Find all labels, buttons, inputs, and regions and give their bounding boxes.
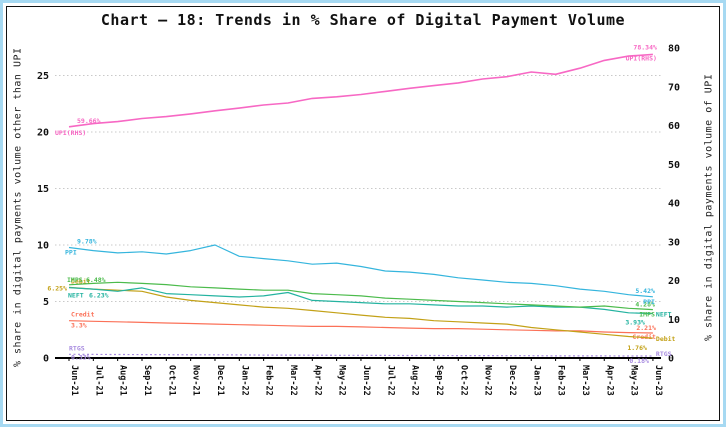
x-axis-label: Apr-23	[604, 365, 614, 396]
end-name-label-rtgs: RTGS	[656, 350, 672, 358]
right-axis-tick: 0	[668, 354, 674, 365]
x-axis-label: Nov-22	[483, 365, 493, 396]
x-axis-label: Jul-22	[385, 365, 395, 396]
end-value-label-credit: 2.21%	[636, 324, 656, 332]
start-name-label-imps: IMPS	[67, 276, 83, 284]
x-axis-label: May-23	[629, 365, 639, 396]
x-axis-label: Oct-21	[166, 365, 176, 396]
end-value-label-upi: 78.34%	[633, 43, 657, 51]
start-name-label-rtgs: RTGS	[69, 344, 85, 352]
right-axis-tick: 20	[668, 276, 680, 287]
x-axis-label: Mar-23	[580, 365, 590, 396]
x-axis-label: Feb-23	[556, 365, 566, 396]
left-axis-tick: 15	[37, 184, 49, 195]
end-value-label-ppi: 5.42%	[635, 287, 655, 295]
end-value-label-rtgs: 0.18%	[629, 357, 649, 365]
x-axis-label: Jul-21	[93, 365, 103, 396]
x-axis-label: Jun-23	[653, 365, 663, 396]
left-axis-tick: 20	[37, 128, 49, 139]
chart-plot-area: 0 5 10 15 20 25 0 10 20 30 40 50 60 70 80 Jun-21 Jul-21 A…	[37, 43, 680, 396]
right-axis-tick: 50	[668, 160, 680, 171]
x-axis-label: May-22	[337, 365, 347, 396]
start-value-label-rtgs: 0.33%	[71, 353, 91, 361]
chart-title: Chart – 18: Trends in % Share of Digital…	[100, 11, 626, 29]
end-name-label-upi: UPI(RHS)	[626, 54, 657, 62]
series-line-upi	[68, 53, 653, 128]
x-axis-label: Aug-21	[118, 365, 128, 396]
x-axis-label: Oct-22	[458, 365, 468, 396]
left-axis-tick: 5	[43, 297, 49, 308]
series-line-rtgs	[68, 353, 653, 357]
x-axis-label: Jun-21	[69, 365, 79, 396]
x-axis-label: Apr-22	[312, 365, 322, 396]
series-line-ppi	[68, 244, 653, 298]
x-axis-label: Sep-22	[434, 365, 444, 396]
x-axis-label: Mar-22	[288, 365, 298, 396]
series-line-credit	[68, 320, 653, 334]
start-name-label-debit: Debit	[71, 277, 91, 285]
start-name-label-neft: NEFT	[68, 292, 84, 300]
right-axis-tick: 80	[668, 44, 680, 55]
start-name-label-upi: UPI(RHS)	[55, 129, 86, 137]
start-name-label-ppi: PPI	[65, 248, 77, 256]
end-value-label-neft: 3.93%	[625, 319, 645, 327]
x-axis-label: Jan-22	[239, 365, 249, 396]
series-line-imps	[68, 281, 653, 311]
end-name-label-imps: IMPS	[639, 311, 655, 319]
right-axis-tick: 60	[668, 121, 680, 132]
end-name-label-ppi: PPI	[643, 298, 655, 306]
start-value-label-credit: 3.3%	[71, 322, 87, 330]
right-axis-tick: 70	[668, 82, 680, 93]
x-axis-label: Nov-21	[191, 365, 201, 396]
start-value-label-imps: 6.48%	[86, 276, 106, 284]
end-name-label-neft: NEFT	[656, 311, 672, 319]
x-axis-label: Dec-22	[507, 365, 517, 396]
left-axis-tick: 10	[37, 241, 49, 252]
end-value-label-debit: 1.76%	[627, 344, 647, 352]
right-axis-tick: 10	[668, 315, 680, 326]
left-axis-tick: 0	[43, 354, 49, 365]
x-axis-label: Sep-21	[142, 365, 152, 396]
x-axis-label: Jun-22	[361, 365, 371, 396]
x-axis-label: Dec-21	[215, 365, 225, 396]
right-axis-tick: 40	[668, 199, 680, 210]
start-value-label-debit: 6.25%	[47, 284, 67, 292]
x-axis-label: Jan-23	[531, 365, 541, 396]
end-value-label-imps: 4.28%	[635, 301, 655, 309]
series-line-neft	[68, 287, 653, 315]
x-axis-label: Feb-22	[264, 365, 274, 396]
series-line-debit	[68, 286, 653, 339]
end-name-label-debit: Debit	[656, 335, 676, 343]
left-axis-tick: 25	[37, 71, 49, 82]
start-name-label-credit: Credit	[71, 311, 95, 319]
right-axis-tick: 30	[668, 237, 680, 248]
start-value-label-upi: 59.66%	[77, 117, 101, 125]
x-axis-label: Aug-22	[410, 365, 420, 396]
start-value-label-ppi: 9.78%	[77, 237, 97, 245]
start-value-label-neft: 6.23%	[89, 292, 109, 300]
